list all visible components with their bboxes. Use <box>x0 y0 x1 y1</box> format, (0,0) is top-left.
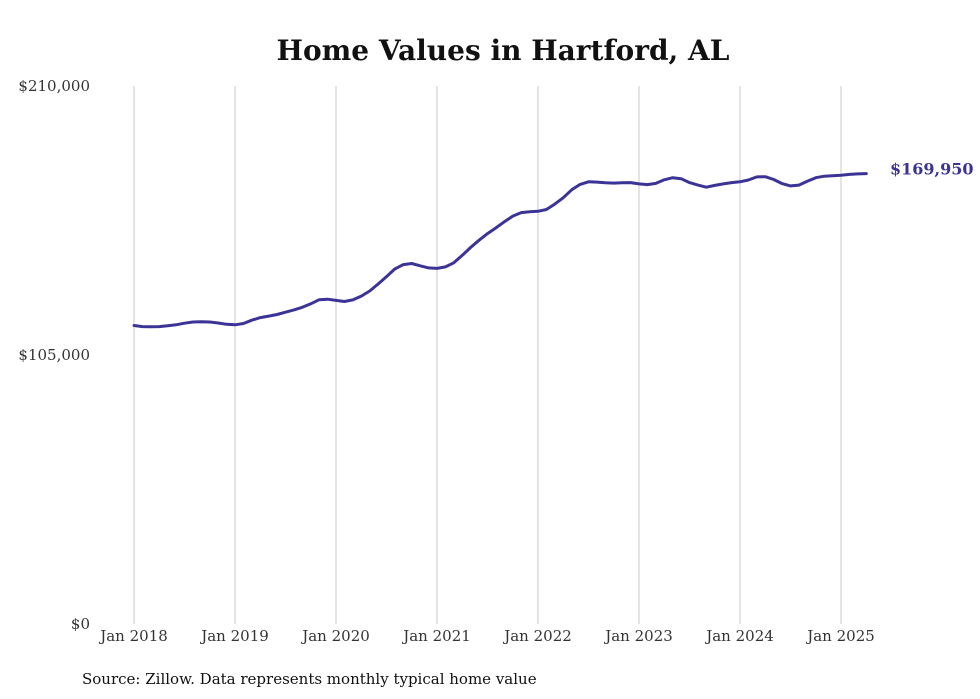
x-tick-label: Jan 2020 <box>300 627 370 645</box>
x-axis-ticks: Jan 2018 Jan 2019 Jan 2020 Jan 2021 Jan 2022… <box>98 627 875 645</box>
x-tick-label: Jan 2024 <box>704 627 774 645</box>
y-tick-label: $210,000 <box>18 77 90 95</box>
home-value-line <box>132 172 868 329</box>
x-tick-label: Jan 2022 <box>502 627 572 645</box>
y-axis-ticks: $0 $105,000 $210,000 <box>18 77 90 633</box>
x-tick-label: Jan 2021 <box>401 627 471 645</box>
x-tick-label: Jan 2025 <box>805 627 875 645</box>
x-gridlines <box>133 86 842 624</box>
source-note: Source: Zillow. Data represents monthly … <box>82 670 537 688</box>
latest-value-label: $169,950 <box>890 160 974 179</box>
x-tick-label: Jan 2023 <box>603 627 673 645</box>
x-tick-label: Jan 2019 <box>199 627 269 645</box>
x-tick-label: Jan 2018 <box>98 627 168 645</box>
y-tick-label: $0 <box>71 615 90 633</box>
y-tick-label: $105,000 <box>18 346 90 364</box>
chart-title: Home Values in Hartford, AL <box>277 34 730 67</box>
